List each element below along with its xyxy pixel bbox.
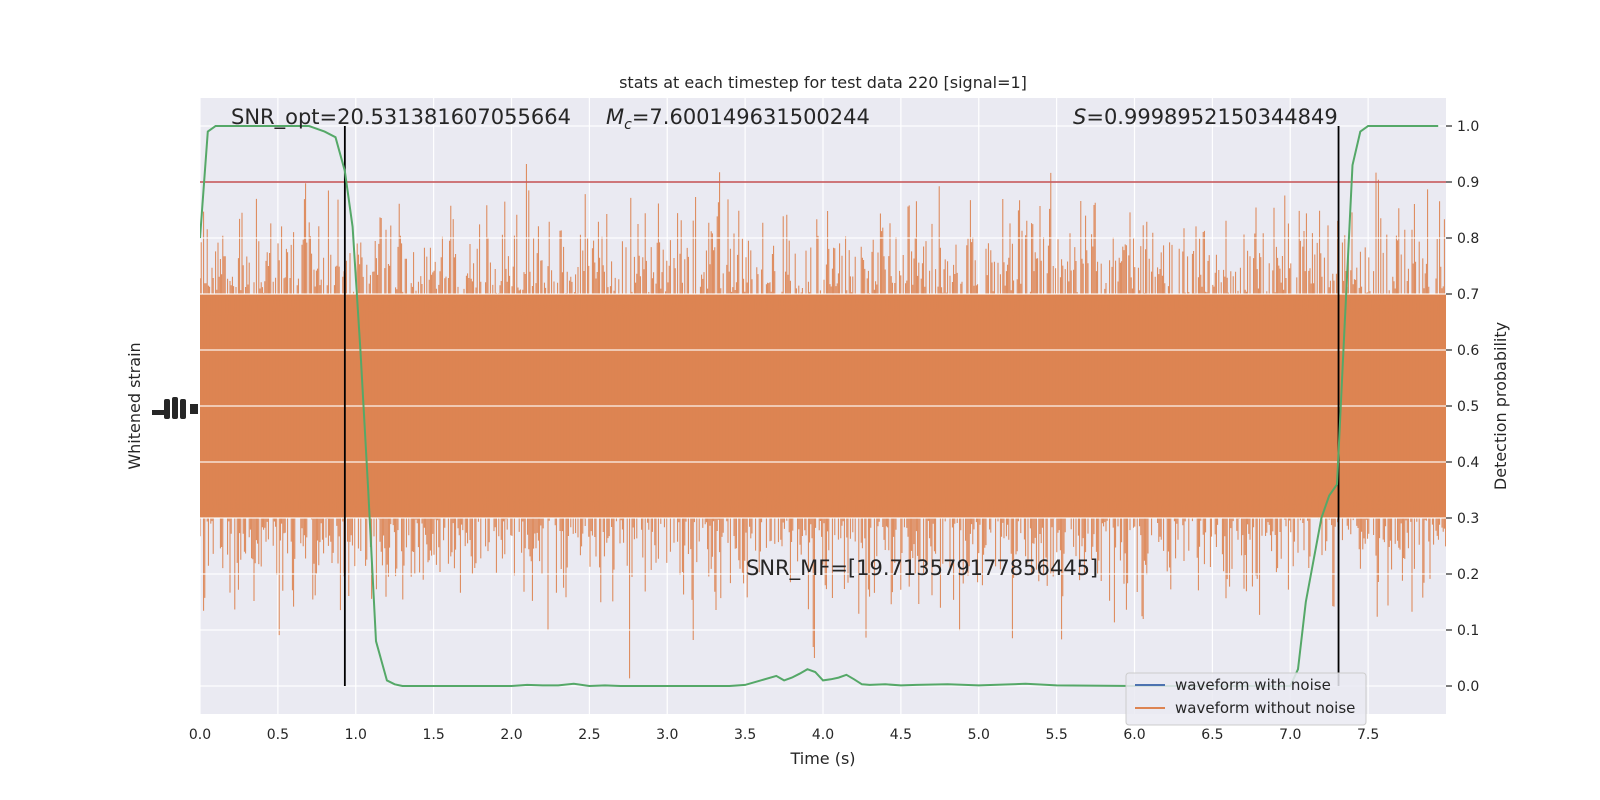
y-axis-right-ticks: 0.0 0.1 0.2 0.3 0.4 0.5 0.6 0.7 0.8 0.9 1.0 [1446,119,1479,695]
y-tick-label: 1.0 [1457,119,1479,135]
x-tick-label: 3.5 [734,727,756,743]
legend-label-without-noise: waveform without noise [1175,699,1355,717]
x-axis-ticks: 0.0 0.5 1.0 1.5 2.0 2.5 3.0 3.5 4.0 4.5 5.0 5.5 6.0 6… [189,727,1379,743]
y-tick-label: 0.4 [1457,455,1479,471]
x-tick-label: 3.0 [656,727,678,743]
left-axis-collapsed-ticks-icon [152,397,198,419]
snr-opt-annotation: SNR_opt=20.531381607055664 [231,105,571,130]
x-tick-label: 6.0 [1123,727,1145,743]
x-tick-label: 4.5 [890,727,912,743]
y-axis-right-label: Detection probability [1491,322,1510,490]
strain-noise-spikes [200,164,1446,679]
legend-box [1125,672,1367,726]
legend: waveform with noise waveform without noi… [1125,672,1367,726]
legend-label-with-noise: waveform with noise [1175,676,1331,694]
chirp-mass-symbol: M [606,105,624,129]
y-tick-label: 0.7 [1457,287,1479,303]
chirp-mass-annotation: Mc=7.600149631500244 [606,105,870,133]
x-tick-label: 1.0 [345,727,367,743]
score-symbol: S [1073,105,1086,129]
snr-mf-annotation: SNR_MF=[19.713579177856445] [746,556,1098,581]
x-tick-label: 7.5 [1357,727,1379,743]
x-tick-label: 0.5 [267,727,289,743]
score-value: =0.9998952150344849 [1086,105,1337,129]
y-tick-label: 0.8 [1457,231,1479,247]
chart-title: stats at each timestep for test data 220… [619,73,1027,92]
y-tick-label: 0.9 [1457,175,1479,191]
y-tick-label: 0.0 [1457,679,1479,695]
x-tick-label: 2.0 [500,727,522,743]
y-axis-left-label: Whitened strain [125,342,144,469]
overlays [200,125,1446,688]
chirp-mass-subscript: c [624,117,632,133]
x-tick-label: 5.0 [968,727,990,743]
x-tick-label: 1.5 [422,727,444,743]
chirp-mass-value: =7.600149631500244 [632,105,870,129]
y-tick-label: 0.3 [1457,511,1479,527]
x-tick-label: 7.0 [1279,727,1301,743]
x-tick-label: 6.5 [1201,727,1223,743]
x-tick-label: 2.5 [578,727,600,743]
y-tick-label: 0.2 [1457,567,1479,583]
x-tick-label: 4.0 [812,727,834,743]
x-tick-label: 0.0 [189,727,211,743]
y-tick-label: 0.6 [1457,343,1479,359]
y-tick-label: 0.5 [1457,399,1479,415]
y-tick-label: 0.1 [1457,623,1479,639]
x-axis-label: Time (s) [789,749,855,768]
score-annotation: S=0.9998952150344849 [1073,105,1338,129]
detection-probability-line [200,125,1439,688]
x-tick-label: 5.5 [1045,727,1067,743]
